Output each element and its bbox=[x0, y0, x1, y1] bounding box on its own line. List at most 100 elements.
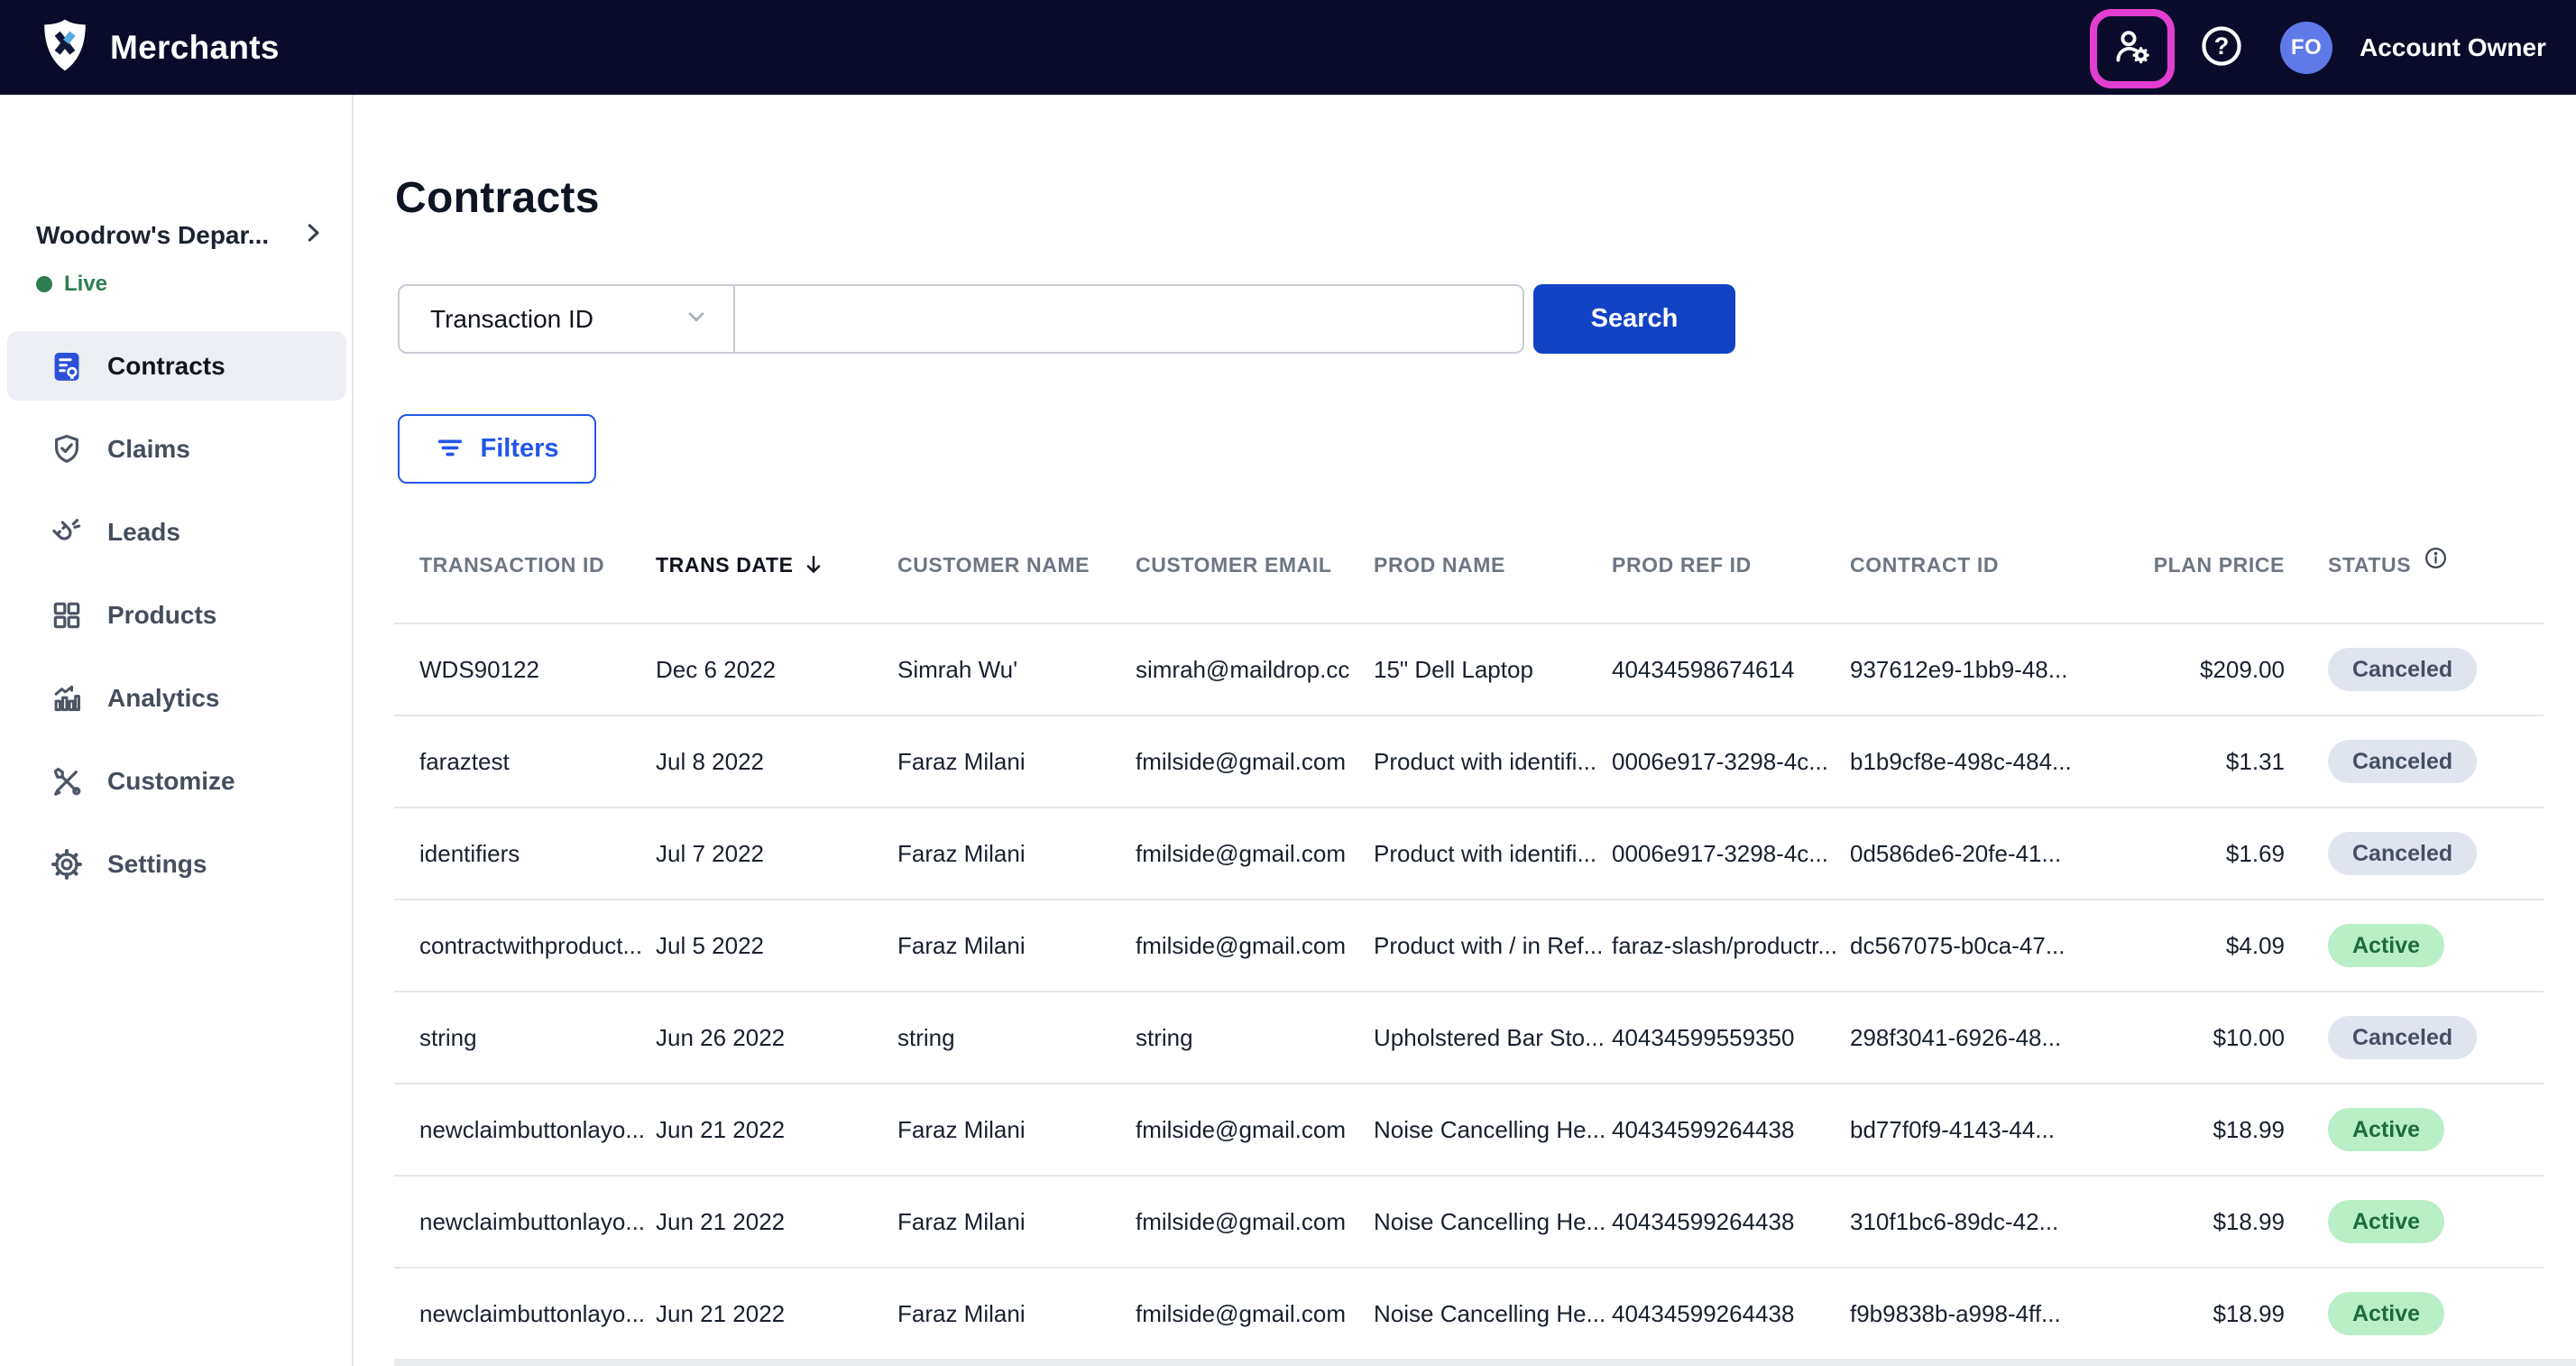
sidebar-item-claims[interactable]: Claims bbox=[7, 414, 346, 484]
search-control: Transaction ID bbox=[398, 284, 1524, 354]
column-header-status[interactable]: STATUS bbox=[2285, 547, 2544, 577]
manage-users-button[interactable] bbox=[2090, 9, 2175, 88]
sidebar-menu: Contracts Claims bbox=[7, 331, 346, 912]
cell-prod_name: Upholstered Bar Sto... bbox=[1374, 1023, 1605, 1051]
column-header-plan_price[interactable]: PLAN PRICE bbox=[2088, 553, 2285, 577]
column-header-label: STATUS bbox=[2328, 552, 2412, 577]
cell-prod_ref_id: 40434598674614 bbox=[1612, 655, 1795, 683]
sidebar-item-settings[interactable]: Settings bbox=[7, 829, 346, 899]
column-header-prod_ref_id[interactable]: PROD REF ID bbox=[1612, 553, 1850, 577]
cell-status: Canceled bbox=[2285, 740, 2544, 783]
cell-contract_id: 937612e9-1bb9-48... bbox=[1850, 655, 2068, 683]
cell-trans_date: Dec 6 2022 bbox=[656, 655, 776, 683]
table-body: WDS90122 Dec 6 2022 Simrah Wu' simrah@maild… bbox=[394, 623, 2544, 1361]
table-row[interactable]: identifiers Jul 7 2022 Faraz Milani fmilsid… bbox=[394, 807, 2544, 899]
table-row[interactable]: newclaimbuttonlayo... Jun 21 2022 Faraz Mi… bbox=[394, 1083, 2544, 1175]
cell-prod_ref_id: 0006e917-3298-4c... bbox=[1612, 839, 1828, 867]
cell-status: Active bbox=[2285, 1292, 2544, 1335]
contracts-table: TRANSACTION ID TRANS DATE CUSTOMER NAME CUS… bbox=[394, 532, 2544, 1361]
horizontal-scrollbar[interactable] bbox=[394, 1359, 2576, 1366]
cell-transaction_id: identifiers bbox=[419, 839, 520, 867]
cell-customer_name: Faraz Milani bbox=[897, 931, 1026, 959]
cell-status: Canceled bbox=[2285, 648, 2544, 691]
cell-status: Active bbox=[2285, 1200, 2544, 1243]
search-button[interactable]: Search bbox=[1533, 284, 1735, 354]
search-field-select[interactable]: Transaction ID bbox=[400, 286, 735, 352]
cell-transaction_id: faraztest bbox=[419, 747, 510, 775]
status-badge: Active bbox=[2328, 1292, 2445, 1335]
column-header-customer_email[interactable]: CUSTOMER EMAIL bbox=[1136, 553, 1374, 577]
sidebar-item-products[interactable]: Products bbox=[7, 580, 346, 650]
cell-prod_name: Noise Cancelling He... bbox=[1374, 1207, 1606, 1235]
cell-plan_price: $209.00 bbox=[2200, 655, 2285, 683]
cell-transaction_id: contractwithproduct... bbox=[419, 931, 643, 959]
help-button[interactable]: ? bbox=[2198, 24, 2245, 71]
grid-icon bbox=[50, 598, 84, 632]
account-menu[interactable]: FO Account Owner bbox=[2280, 0, 2546, 95]
sidebar-item-label: Analytics bbox=[107, 683, 220, 712]
cell-plan_price: $1.69 bbox=[2225, 839, 2285, 867]
column-header-prod_name[interactable]: PROD NAME bbox=[1374, 553, 1612, 577]
cell-plan_price: $18.99 bbox=[2213, 1207, 2285, 1235]
cell-contract_id: f9b9838b-a998-4ff... bbox=[1850, 1299, 2061, 1327]
column-header-label: CUSTOMER EMAIL bbox=[1136, 552, 1332, 577]
sidebar-item-leads[interactable]: Leads bbox=[7, 497, 346, 567]
cell-transaction_id: string bbox=[419, 1023, 477, 1051]
table-row[interactable]: newclaimbuttonlayo... Jun 21 2022 Faraz Mi… bbox=[394, 1267, 2544, 1359]
column-header-label: TRANSACTION ID bbox=[419, 552, 605, 577]
live-label: Live bbox=[64, 272, 108, 296]
cell-trans_date: Jun 21 2022 bbox=[656, 1115, 786, 1143]
status-badge: Active bbox=[2328, 924, 2445, 967]
cell-status: Active bbox=[2285, 1108, 2544, 1151]
column-header-contract_id[interactable]: CONTRACT ID bbox=[1850, 553, 2088, 577]
filters-label: Filters bbox=[480, 434, 559, 463]
column-header-label: CUSTOMER NAME bbox=[897, 552, 1090, 577]
status-badge: Active bbox=[2328, 1200, 2445, 1243]
cell-prod_ref_id: 40434599264438 bbox=[1612, 1207, 1795, 1235]
sidebar-item-contracts[interactable]: Contracts bbox=[7, 331, 346, 401]
cell-plan_price: $4.09 bbox=[2225, 931, 2285, 959]
table-row[interactable]: faraztest Jul 8 2022 Faraz Milani fmilside@… bbox=[394, 715, 2544, 807]
merchant-name: Woodrow's Depar... bbox=[36, 220, 270, 249]
sidebar-item-customize[interactable]: Customize bbox=[7, 746, 346, 816]
environment-status-badge: Live bbox=[36, 272, 107, 297]
cell-contract_id: b1b9cf8e-498c-484... bbox=[1850, 747, 2072, 775]
column-header-label: PLAN PRICE bbox=[2153, 552, 2285, 577]
live-dot-icon bbox=[36, 276, 52, 292]
cell-customer_email: fmilside@gmail.com bbox=[1136, 931, 1346, 959]
cell-customer_name: Simrah Wu' bbox=[897, 655, 1018, 683]
merchant-switcher[interactable]: Woodrow's Depar... bbox=[36, 219, 327, 251]
sidebar-item-analytics[interactable]: Analytics bbox=[7, 663, 346, 733]
column-header-customer_name[interactable]: CUSTOMER NAME bbox=[897, 553, 1136, 577]
filters-button[interactable]: Filters bbox=[398, 414, 596, 484]
cell-customer_email: fmilside@gmail.com bbox=[1136, 1299, 1346, 1327]
cell-prod_name: Product with identifi... bbox=[1374, 839, 1597, 867]
column-header-trans_date[interactable]: TRANS DATE bbox=[656, 552, 897, 577]
table-row[interactable]: WDS90122 Dec 6 2022 Simrah Wu' simrah@maild… bbox=[394, 623, 2544, 715]
filter-lines-icon bbox=[435, 431, 465, 466]
cell-prod_name: Noise Cancelling He... bbox=[1374, 1115, 1606, 1143]
table-row[interactable]: contractwithproduct... Jul 5 2022 Faraz Mi… bbox=[394, 899, 2544, 991]
cell-trans_date: Jul 7 2022 bbox=[656, 839, 764, 867]
cell-prod_ref_id: faraz-slash/productr... bbox=[1612, 931, 1837, 959]
cell-customer_name: string bbox=[897, 1023, 955, 1051]
cell-trans_date: Jun 21 2022 bbox=[656, 1299, 786, 1327]
cell-transaction_id: WDS90122 bbox=[419, 655, 539, 683]
column-header-transaction_id[interactable]: TRANSACTION ID bbox=[419, 553, 656, 577]
search-input[interactable] bbox=[735, 286, 1523, 352]
info-icon[interactable] bbox=[2424, 546, 2448, 570]
cell-transaction_id: newclaimbuttonlayo... bbox=[419, 1207, 646, 1235]
cell-trans_date: Jun 26 2022 bbox=[656, 1023, 786, 1051]
svg-text:?: ? bbox=[2214, 32, 2230, 60]
table-row[interactable]: string Jun 26 2022 string string Upholstered… bbox=[394, 991, 2544, 1083]
sidebar-item-label: Settings bbox=[107, 849, 207, 878]
table-row[interactable]: newclaimbuttonlayo... Jun 21 2022 Faraz Mi… bbox=[394, 1175, 2544, 1267]
column-header-label: PROD REF ID bbox=[1612, 552, 1752, 577]
cell-contract_id: bd77f0f9-4143-44... bbox=[1850, 1115, 2055, 1143]
cell-customer_email: string bbox=[1136, 1023, 1193, 1051]
brand: Merchants bbox=[40, 0, 280, 95]
bar-chart-icon bbox=[50, 681, 84, 715]
page-title: Contracts bbox=[395, 174, 600, 222]
cell-prod_name: Noise Cancelling He... bbox=[1374, 1299, 1606, 1327]
search-bar: Transaction ID Search bbox=[398, 284, 1735, 354]
